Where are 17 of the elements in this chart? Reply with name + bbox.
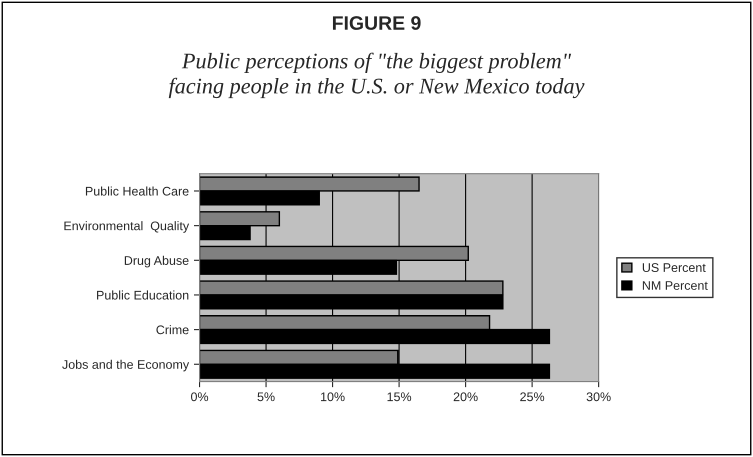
y-tick-label: Crime	[156, 325, 189, 334]
x-tick-label: 20%	[454, 392, 478, 402]
chart-subtitle: Public perceptions of "the biggest problem" facing people in the U.S. or New Mexico today	[168, 52, 584, 98]
y-tick-label: Jobs and the Economy	[62, 360, 190, 372]
x-tick-label: 5%	[258, 392, 275, 402]
legend-label: NM Percent	[642, 281, 708, 290]
legend-label: US Percent	[642, 263, 706, 272]
chart-title: FIGURE 9	[332, 16, 421, 30]
x-tick-label: 30%	[586, 392, 611, 402]
y-tick-label: Public Health Care	[86, 186, 189, 196]
x-tick-label: 10%	[321, 392, 345, 402]
x-tick-label: 0%	[191, 392, 208, 402]
y-tick-label: Environmental Quality	[64, 221, 190, 233]
x-tick-label: 15%	[388, 392, 412, 402]
y-tick-label: Public Education	[97, 290, 188, 300]
y-tick-label: Drug Abuse	[124, 256, 189, 268]
x-tick-label: 25%	[520, 392, 544, 402]
